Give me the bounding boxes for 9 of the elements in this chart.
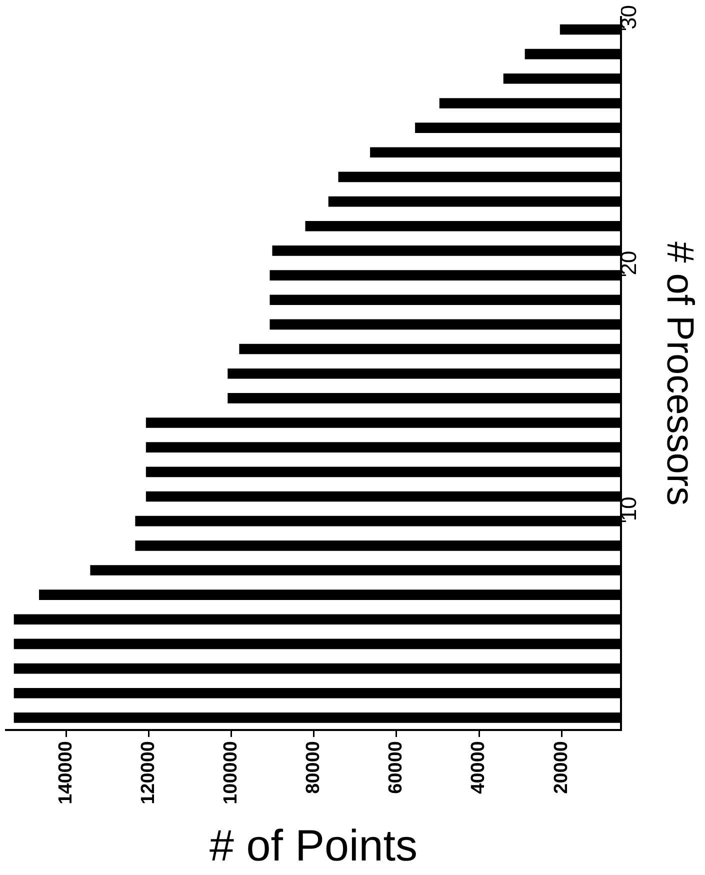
- x-axis-title: # of Points: [210, 822, 418, 871]
- x-tick-label: 140000: [55, 741, 76, 804]
- x-tick-label: 80000: [303, 741, 324, 794]
- x-tick-label: 40000: [468, 741, 490, 794]
- x-tick-label: 100000: [220, 741, 242, 804]
- x-tick-label: 20000: [550, 741, 572, 794]
- x-tick-label: 60000: [386, 741, 407, 794]
- y-axis-title: # of Processors: [658, 242, 701, 506]
- x-tick-label: 120000: [138, 741, 160, 804]
